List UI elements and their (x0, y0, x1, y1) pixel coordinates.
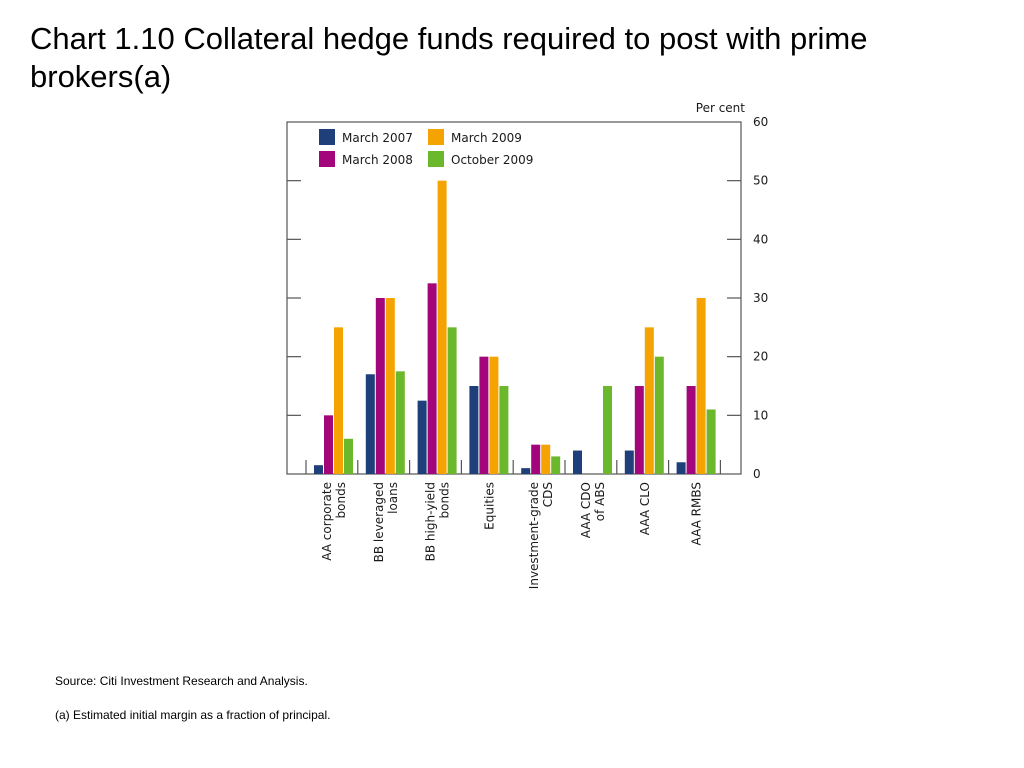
bar (489, 356, 499, 474)
x-tick-label: AAA CDOof ABS (579, 482, 607, 538)
slide-title: Chart 1.10 Collateral hedge funds requir… (30, 21, 868, 94)
chart-legend: March 2007 March 2008 March 2009 October 20… (319, 129, 533, 167)
bar (541, 444, 551, 474)
bar (469, 386, 479, 474)
source-note: Source: Citi Investment Research and Ana… (55, 674, 308, 688)
x-tick-label-line: CDS (541, 482, 555, 507)
bar (624, 450, 634, 474)
legend-swatch (428, 151, 444, 167)
bar (521, 468, 531, 474)
bar (686, 386, 696, 474)
legend-label: October 2009 (451, 153, 533, 167)
bar (324, 415, 333, 474)
chart-axes: 0 10 20 30 40 50 60 Per cent (286, 101, 768, 481)
bar (437, 180, 447, 474)
legend-swatch (428, 129, 444, 145)
bar (375, 298, 385, 474)
y-tick-label: 50 (753, 174, 768, 188)
bar (706, 409, 716, 474)
x-tick-label-line: loans (386, 482, 400, 514)
x-tick-label-line: AAA CDO (579, 482, 593, 538)
legend-swatch (319, 129, 335, 145)
y-tick-label: 40 (753, 232, 768, 246)
x-tick-label: AAA RMBS (690, 482, 704, 545)
legend-label: March 2008 (342, 153, 413, 167)
y-tick-label: 60 (753, 115, 768, 129)
x-tick-label-line: bonds (334, 482, 348, 518)
bar (427, 283, 437, 474)
bar (385, 298, 395, 474)
bar (573, 450, 582, 474)
y-axis-label: Per cent (696, 101, 746, 115)
bar (417, 400, 427, 474)
x-tick-label-line: BB high-yield (424, 482, 438, 561)
bar (696, 298, 706, 474)
x-tick-labels: AA corporatebonds BB leveragedloans BB hig… (320, 482, 704, 589)
y-tick-label: 0 (753, 467, 761, 481)
x-tick-label: AAA CLO (638, 482, 652, 535)
bar (365, 374, 375, 474)
bar (634, 386, 644, 474)
x-tick-label: BB high-yieldbonds (424, 482, 452, 561)
bar (654, 356, 664, 474)
bar (676, 462, 686, 474)
footnote: (a) Estimated initial margin as a fracti… (55, 708, 331, 722)
bar (344, 438, 353, 474)
x-tick-label: AA corporatebonds (320, 482, 348, 561)
bar (314, 465, 323, 474)
x-tick-label-line: bonds (438, 482, 452, 518)
x-tick-label: Equities (482, 482, 496, 530)
x-tick-label-line: Investment-grade (527, 482, 541, 589)
legend-label: March 2007 (342, 131, 413, 145)
x-tick-label-line: AAA RMBS (690, 482, 704, 545)
bar (551, 456, 561, 474)
bar (447, 327, 457, 474)
x-tick-label-line: BB leveraged (372, 482, 386, 562)
legend-swatch (319, 151, 335, 167)
bar (531, 444, 541, 474)
x-tick-label: BB leveragedloans (372, 482, 400, 562)
legend-label: March 2009 (451, 131, 522, 145)
bar (644, 327, 654, 474)
chart-bars (314, 180, 716, 474)
bar (334, 327, 343, 474)
bar (479, 356, 489, 474)
x-tick-label-line: AAA CLO (638, 482, 652, 535)
y-tick-label: 30 (753, 291, 768, 305)
x-tick-label-line: AA corporate (320, 482, 334, 561)
y-tick-label: 20 (753, 350, 768, 364)
plot-frame (286, 121, 742, 475)
bar (499, 386, 509, 474)
bar (603, 386, 612, 474)
bar (395, 371, 405, 474)
x-tick-label-line: Equities (482, 482, 496, 530)
x-tick-label-line: of ABS (593, 482, 607, 521)
y-tick-label: 10 (753, 408, 768, 422)
x-tick-label: Investment-gradeCDS (527, 482, 555, 589)
